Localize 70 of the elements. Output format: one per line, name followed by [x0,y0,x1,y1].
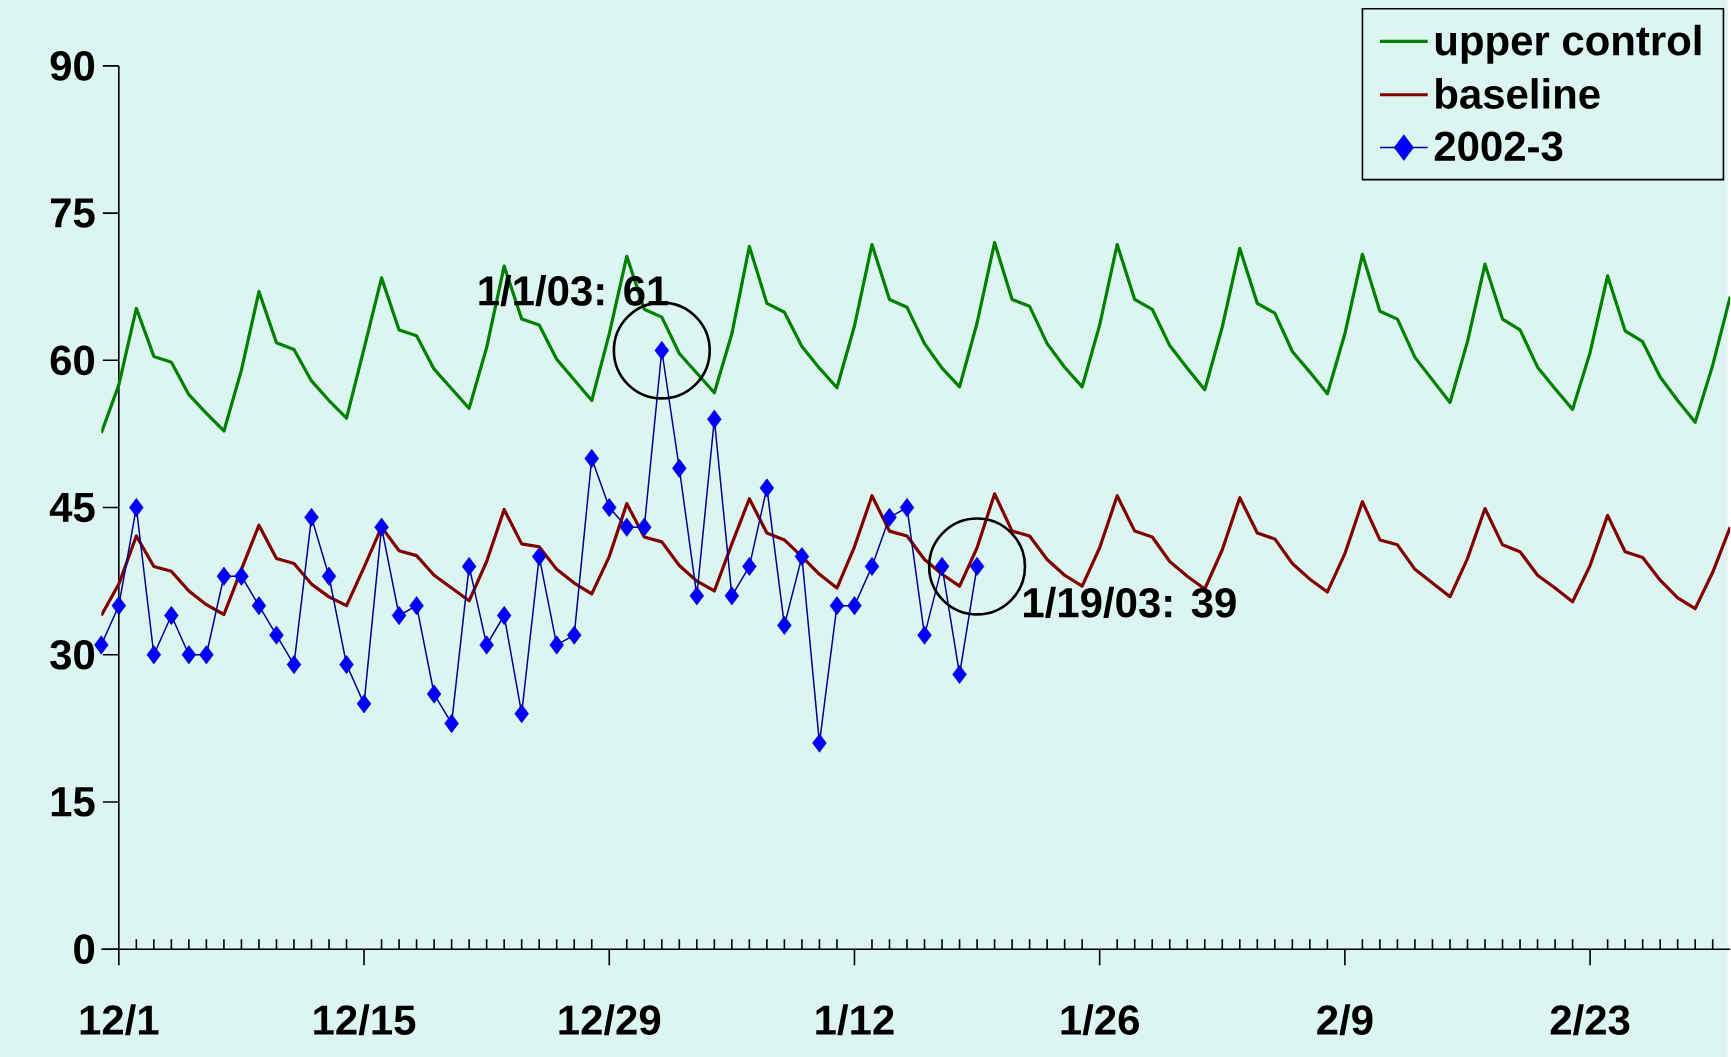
point [777,615,792,635]
point [199,645,214,665]
point [339,655,354,675]
point [461,556,477,576]
point [444,713,459,733]
point [181,645,197,665]
point [496,606,512,625]
point [409,596,424,616]
point [637,517,652,537]
point [146,645,162,665]
point [794,547,810,567]
point [321,566,337,586]
point [129,498,144,518]
legend-label: upper control [1435,24,1701,64]
y-tick-label: 45 [49,492,95,523]
point [216,566,232,586]
x-tick-label: 1/26 [1061,1004,1139,1036]
y-tick-label: 90 [50,51,95,81]
point [829,596,845,616]
y-tick-label: 75 [50,198,95,228]
point [602,498,617,518]
point [479,635,494,655]
legend-label: baseline [1436,78,1600,109]
line-series [101,492,1731,618]
point [672,458,687,478]
point [304,507,319,527]
point [759,478,775,498]
point [969,556,985,576]
point [952,664,967,684]
point [742,556,757,576]
y-tick-label: 60 [50,345,95,376]
point [532,547,547,567]
point [899,498,915,518]
point [689,586,705,606]
point [356,694,372,714]
x-tick-label: 2/23 [1550,1004,1630,1036]
point [864,556,880,576]
point [934,556,950,576]
y-tick-label: 0 [74,934,95,965]
point [269,625,284,645]
point [619,517,634,537]
point [164,606,179,625]
point [882,507,897,527]
point [584,448,599,468]
point [426,684,442,704]
point [847,596,862,616]
point [234,566,249,586]
point [707,409,722,429]
point [94,635,109,655]
point [917,625,932,645]
point [812,733,827,753]
point [654,341,669,360]
point [111,596,127,616]
point [286,655,302,675]
legend-label: 2002-3 [1434,131,1563,162]
point [724,586,740,606]
x-tick-label: 2/9 [1317,1004,1373,1036]
point [514,704,529,724]
y-tick-label: 15 [51,787,95,817]
point [391,606,407,625]
x-tick-label: 12/29 [559,1004,661,1036]
x-tick-label: 12/1 [80,1004,159,1036]
point [567,625,582,645]
y-tick-label: 30 [50,639,95,670]
point [251,596,267,616]
point [549,635,564,655]
x-tick-label: 1/12 [816,1004,894,1036]
annotation: 1/19/03: 39 [1024,586,1236,619]
x-tick-label: 12/15 [314,1004,416,1036]
point [374,517,389,537]
